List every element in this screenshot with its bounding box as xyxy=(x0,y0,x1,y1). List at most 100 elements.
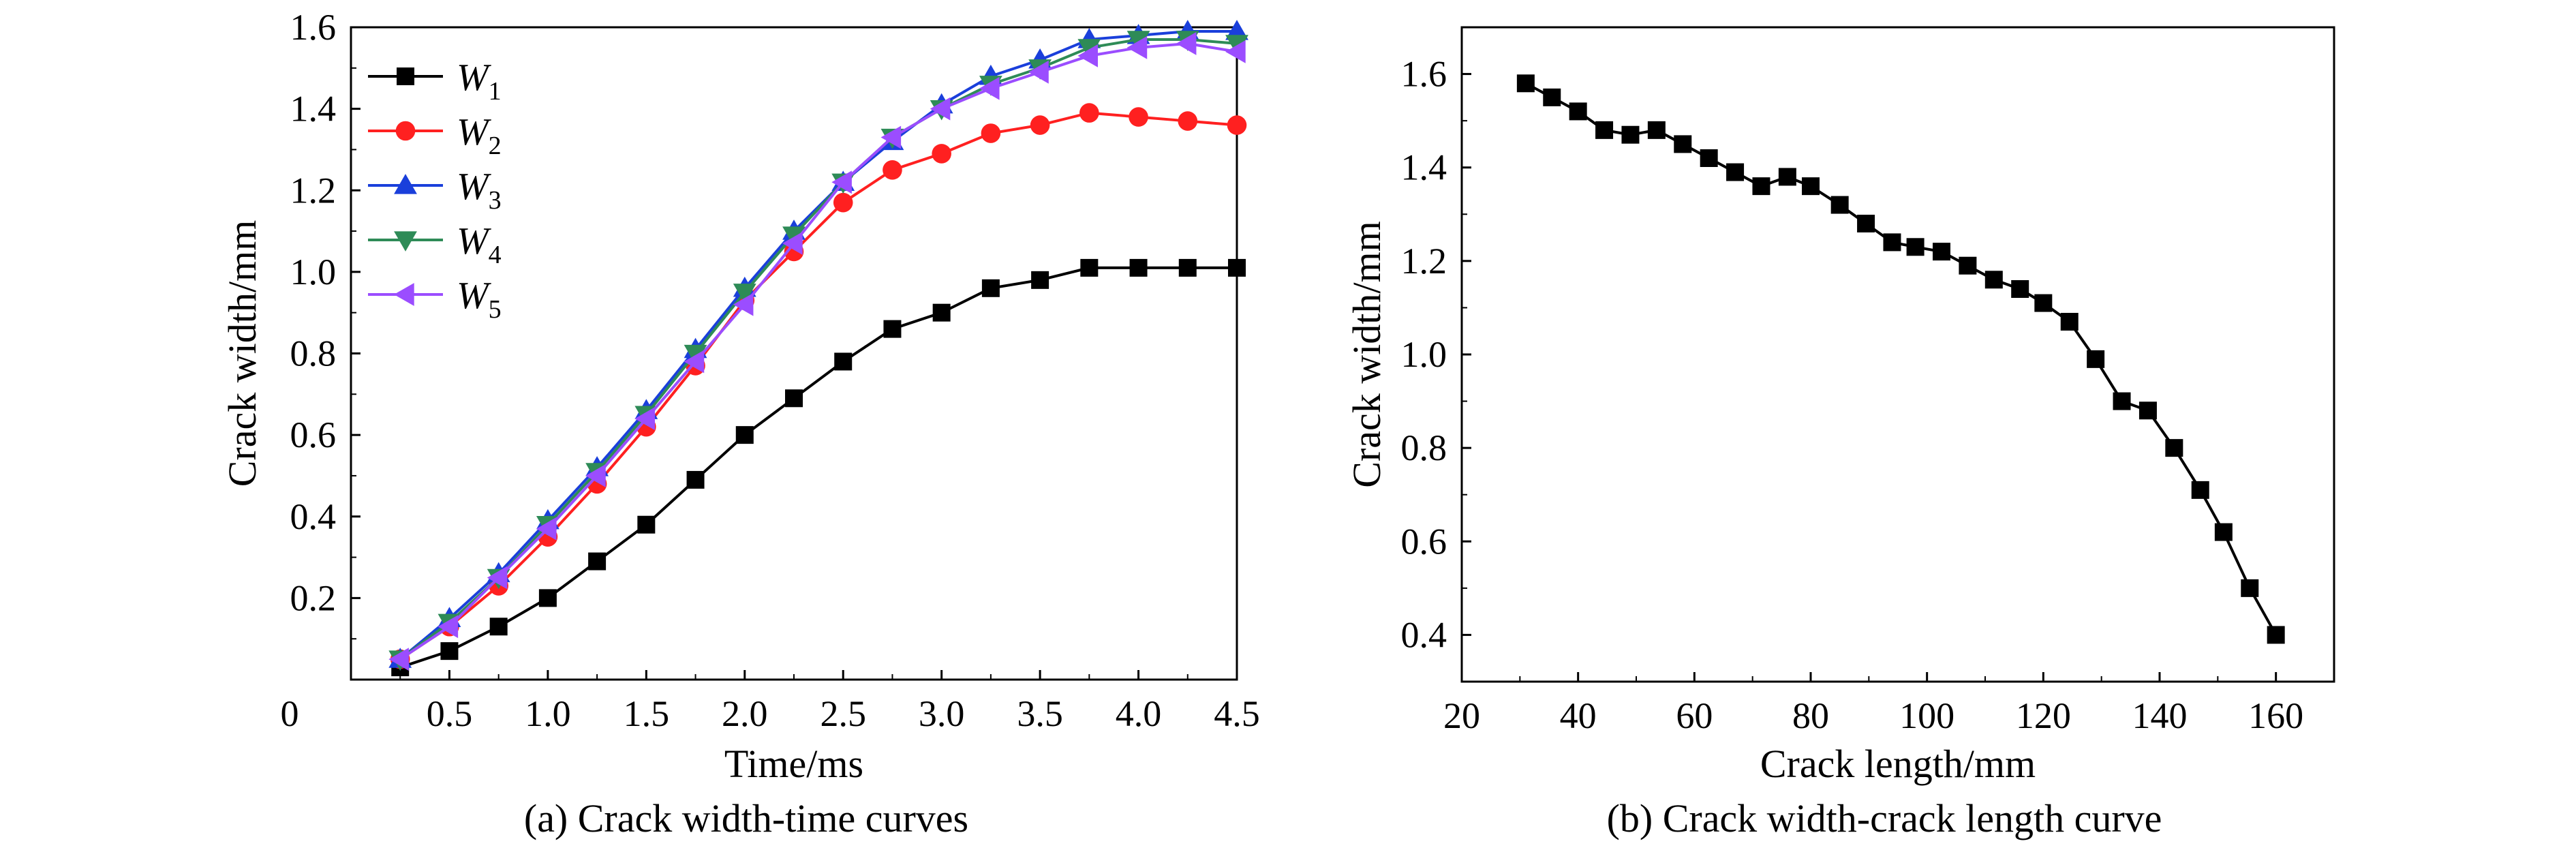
chart-b-data-point xyxy=(2060,313,2079,331)
chart-a-data-point xyxy=(438,615,459,639)
chart-a-y-tick-label: 0.2 xyxy=(290,577,337,618)
chart-b-data-point xyxy=(2113,392,2131,410)
chart-a-data-point xyxy=(440,642,459,661)
chart-a-data-point xyxy=(981,123,1001,143)
chart-b-data-point xyxy=(1647,121,1666,139)
chart-a-data-point xyxy=(1031,271,1049,289)
chart-a-data-point xyxy=(1129,258,1148,277)
chart-a-x-tick-label: 1.0 xyxy=(525,693,571,734)
chart-a-y-tick-label: 1.4 xyxy=(290,89,337,130)
chart-a-y-axis-label: Crack width/mm xyxy=(220,220,264,487)
chart-a-data-point xyxy=(782,226,806,247)
chart-a-data-point xyxy=(1178,258,1197,277)
chart-a-data-point xyxy=(1077,44,1099,67)
chart-a-x-tick-label: 2.5 xyxy=(820,693,866,734)
chart-a-data-point xyxy=(979,76,1000,100)
chart-b-y-axis-label: Crack width/mm xyxy=(1345,221,1389,487)
legend-marker-W4 xyxy=(394,231,417,252)
chart-b-x-tick-label: 100 xyxy=(1899,695,1954,736)
legend-marker-W2 xyxy=(395,121,416,141)
chart-b-x-tick-label: 60 xyxy=(1676,695,1713,736)
chart-a-series-line xyxy=(399,42,1238,661)
chart-a-series-W4 xyxy=(388,31,1248,671)
chart-b-y-tick-label: 1.6 xyxy=(1401,54,1447,95)
chart-b-x-tick-label: 20 xyxy=(1443,695,1480,736)
chart-a-data-point xyxy=(785,389,803,408)
chart-a-data-point xyxy=(1080,258,1099,277)
chart-b-y-tick-label: 1.0 xyxy=(1401,334,1447,375)
legend-label-subscript: 4 xyxy=(489,241,502,269)
legend-marker-W5 xyxy=(394,283,414,306)
chart-a-series-line xyxy=(399,266,1237,669)
chart-a-x-tick-label: 3.0 xyxy=(919,693,965,734)
legend-label-subscript: 5 xyxy=(489,295,502,324)
chart-b-y-tick-label: 0.4 xyxy=(1401,614,1447,655)
chart-a-data-point xyxy=(1225,35,1248,55)
chart-a-y-tick-label: 1.6 xyxy=(290,7,337,48)
chart-a-data-point xyxy=(883,160,902,180)
chart-a-data-point xyxy=(1225,40,1246,63)
chart-a-data-point xyxy=(883,320,902,338)
chart-a-data-point xyxy=(1178,111,1198,131)
chart-a-x-tick-label: 4.0 xyxy=(1116,693,1162,734)
chart-a-y-tick-label: 0.6 xyxy=(290,414,337,455)
chart-b-y-tick-label: 0.6 xyxy=(1401,521,1447,562)
chart-a-data-point xyxy=(981,279,1000,297)
chart-b-y-tick-label: 1.2 xyxy=(1401,241,1447,282)
chart-a-series-line xyxy=(399,29,1237,661)
chart-b-frame xyxy=(1460,26,2335,683)
chart-a-data-point xyxy=(634,407,656,431)
legend-label-W1: W1 xyxy=(457,57,502,106)
chart-b-data-point xyxy=(2165,439,2183,457)
chart-a-data-point xyxy=(1079,103,1099,123)
chart-b-x-axis-label: Crack length/mm xyxy=(1760,742,2036,786)
legend-label-base: W xyxy=(457,111,491,153)
chart-b-data-point xyxy=(1778,168,1796,186)
chart-a-x-tick-label: 4.5 xyxy=(1214,693,1260,734)
legend-label-subscript: 1 xyxy=(489,77,502,106)
chart-a-data-point xyxy=(684,344,707,365)
chart-a-x-axis-label: Time/ms xyxy=(724,742,863,786)
chart-a-series-W3 xyxy=(388,20,1248,668)
chart-b-data-point xyxy=(1700,149,1718,167)
legend-label-base: W xyxy=(457,220,491,262)
chart-a-series-W5 xyxy=(388,32,1246,671)
chart-a-y-tick-label: 0.8 xyxy=(290,333,337,374)
chart-a-series-W1 xyxy=(391,258,1246,677)
chart-b-caption: (b) Crack width-crack length curve xyxy=(1607,796,2162,840)
chart-b-data-point xyxy=(1959,256,1977,275)
chart-b-data-point xyxy=(1543,88,1561,106)
chart-b-data-point xyxy=(2087,350,2105,368)
legend-marker-W3 xyxy=(394,174,417,194)
chart-b-x-tick-label: 120 xyxy=(2016,695,2071,736)
chart-a-data-point xyxy=(1126,31,1150,51)
chart-a: 0.5 1.0 1.5 2.0 2.5 3.0 3.5 4.0 4.5 0 0.2 0.4 0.6 0.8… xyxy=(220,7,1260,840)
chart-a-data-point xyxy=(536,517,557,541)
chart-b-y-tick-label: 0.8 xyxy=(1401,427,1447,468)
chart-b-series-line xyxy=(1524,82,2278,636)
chart-a-y-tick-label: 1.0 xyxy=(290,252,337,292)
chart-b-data-point xyxy=(1802,177,1820,196)
chart-b-data-point xyxy=(1883,233,1901,252)
chart-a-data-point xyxy=(1227,115,1247,135)
chart-b-data-point xyxy=(1984,271,2003,289)
chart-a-series-line xyxy=(399,111,1238,661)
chart-b-data-point xyxy=(2267,626,2285,644)
chart-a-x-tick-label: 2.0 xyxy=(722,693,768,734)
chart-a-data-point xyxy=(1176,32,1197,55)
chart-b-data-point xyxy=(2011,280,2029,298)
chart-a-data-point xyxy=(1126,36,1148,59)
chart-a-data-point xyxy=(1028,60,1049,84)
chart-b-x-tick-label: 80 xyxy=(1792,695,1829,736)
legend-label-base: W xyxy=(457,166,491,208)
chart-b-data-point xyxy=(1830,196,1849,214)
chart-b-data-point xyxy=(1621,125,1640,144)
chart-b-data-point xyxy=(1906,238,1925,256)
chart-b-data-point xyxy=(2241,579,2259,597)
chart-b-data-point xyxy=(2034,294,2053,312)
chart-a-data-point xyxy=(782,232,803,255)
chart-a-y-tick-label: 0.4 xyxy=(290,496,337,537)
chart-b-data-point xyxy=(1595,121,1614,139)
legend-label-base: W xyxy=(457,57,491,99)
